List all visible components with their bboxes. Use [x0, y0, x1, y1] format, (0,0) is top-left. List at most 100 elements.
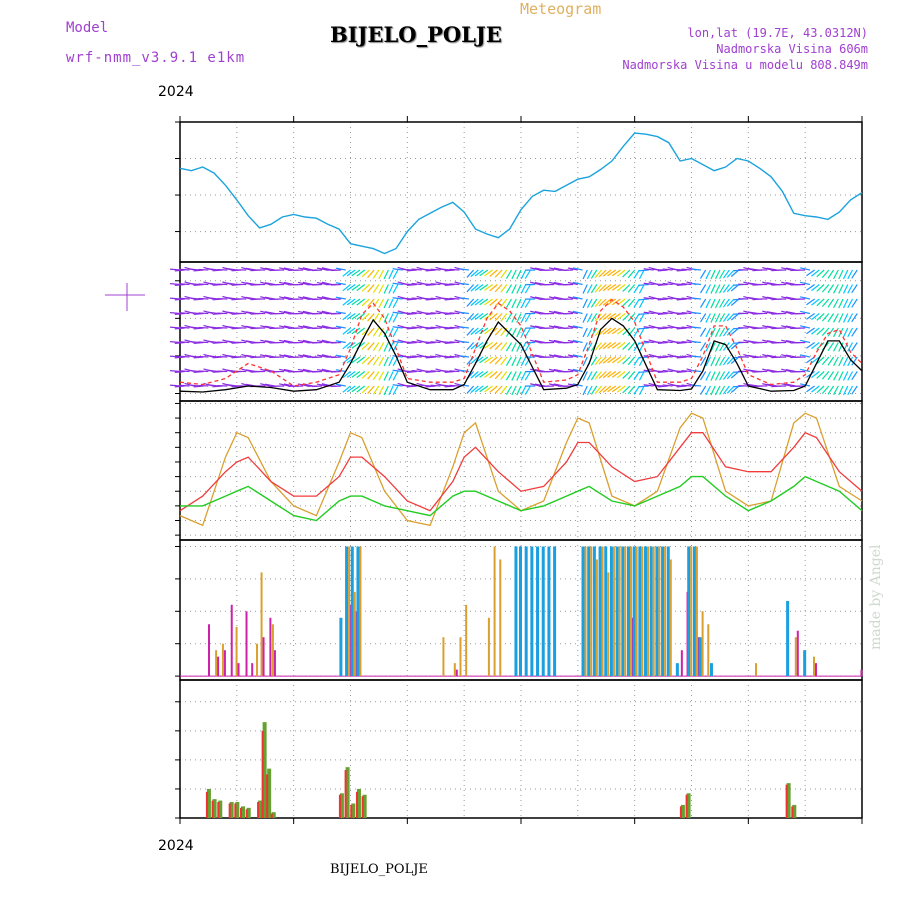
- precip-total-bar: [351, 803, 356, 818]
- wind-arrow: [479, 298, 489, 306]
- wind-arrow: [662, 384, 673, 387]
- wind-arrow: [800, 267, 811, 271]
- wind-arrow: [806, 284, 815, 291]
- wind-arrow: [283, 354, 294, 358]
- wind-arrow: [388, 327, 394, 338]
- wind-arrow: [402, 312, 413, 315]
- wind-arrow: [598, 342, 607, 350]
- wind-arrow: [331, 269, 342, 272]
- wind-arrow: [245, 296, 256, 300]
- cloud-high-bar: [345, 546, 349, 677]
- wind-arrow: [722, 385, 730, 395]
- wind-arrow: [411, 369, 422, 373]
- model-elevation-label: Nadmorska Visina u modelu 808.849m: [622, 58, 868, 72]
- wind-arrow: [710, 298, 716, 309]
- wind-arrow: [548, 281, 560, 286]
- cloud-mid-bar: [260, 572, 263, 677]
- wind-arrow: [851, 313, 858, 323]
- wind-arrow: [699, 385, 707, 395]
- wind-arrow: [643, 297, 654, 300]
- wind-arrow: [681, 341, 692, 344]
- cloud-low-bar: [262, 637, 265, 677]
- wind-arrow: [816, 327, 825, 336]
- wind-arrow: [458, 268, 469, 271]
- wind-arrow: [653, 355, 664, 358]
- wind-arrow: [439, 369, 451, 373]
- wind-arrow: [392, 284, 399, 294]
- wind-arrow: [342, 371, 351, 379]
- wind-arrow: [439, 311, 451, 315]
- wind-arrow: [449, 268, 460, 271]
- wind-arrow: [260, 383, 271, 387]
- wind-arrow: [458, 384, 469, 387]
- wind-arrow: [449, 355, 460, 358]
- wind-arrow: [479, 313, 489, 320]
- wind-arrow: [622, 356, 631, 365]
- wind-arrow: [657, 356, 668, 359]
- wind-arrow: [785, 354, 796, 358]
- wind-arrow: [766, 369, 777, 373]
- wind-arrow: [722, 371, 730, 380]
- wind-arrow: [169, 370, 181, 373]
- wind-arrow: [747, 354, 758, 358]
- wind-arrow: [179, 297, 190, 300]
- wind-arrow: [383, 269, 389, 280]
- wind-arrow: [226, 282, 237, 286]
- wind-arrow: [489, 342, 498, 350]
- wind-arrow: [710, 327, 716, 338]
- wind-arrow: [572, 310, 583, 315]
- precip-total-bar: [792, 804, 797, 818]
- wind-arrow: [714, 327, 721, 338]
- wind-arrow: [342, 298, 351, 306]
- wind-arrow: [616, 327, 626, 335]
- wind-arrow: [169, 283, 181, 286]
- wind-arrow: [524, 313, 531, 323]
- wind-arrow: [607, 385, 617, 393]
- wind-arrow: [827, 269, 835, 279]
- dewpt-line: [180, 475, 863, 522]
- wind-arrow: [676, 283, 687, 286]
- wind-arrow: [643, 384, 654, 387]
- wind-arrow: [524, 284, 531, 294]
- wind-arrow: [207, 268, 218, 271]
- day-label-top: 1JUN: [0, 0, 17, 4]
- cloud-mid-bar: [664, 546, 667, 677]
- wind-arrow: [316, 339, 327, 344]
- cloud-mid-bar: [584, 546, 587, 677]
- wind-arrow: [833, 356, 839, 367]
- wind-arrow: [494, 327, 503, 336]
- wind-arrow: [297, 310, 309, 315]
- wind-arrow: [722, 284, 730, 293]
- wind-arrow: [730, 327, 740, 335]
- wind-arrow: [816, 284, 825, 292]
- wind-arrow: [520, 284, 527, 294]
- wind-arrow: [169, 341, 181, 344]
- cloud-mid-bar: [707, 624, 710, 677]
- wind-arrow: [479, 371, 489, 378]
- wind-arrow: [633, 342, 640, 352]
- cloud-mid-bar: [618, 546, 621, 677]
- wind-arrow: [657, 298, 668, 301]
- wind-arrow: [594, 298, 602, 308]
- wind-arrow: [530, 281, 541, 286]
- cloud-low-bar: [680, 650, 683, 677]
- wind-arrow: [402, 355, 413, 358]
- wind-arrow: [582, 356, 588, 367]
- wind-arrow: [207, 369, 218, 373]
- wind-arrow: [392, 268, 403, 271]
- day-label-bottom: 29MAY: [0, 0, 24, 4]
- cloud-mid-bar: [812, 656, 815, 677]
- wind-arrow: [500, 356, 508, 366]
- wind-arrow: [719, 327, 726, 337]
- wind-arrow: [169, 312, 181, 315]
- wind-arrow: [611, 269, 621, 277]
- wind-arrow: [638, 356, 649, 359]
- wind-arrow: [833, 342, 839, 352]
- wind-arrow: [494, 356, 503, 365]
- wind-arrow: [474, 327, 484, 335]
- wind-arrow: [690, 268, 702, 271]
- wind-arrow: [406, 327, 417, 330]
- wind-arrow: [264, 340, 275, 344]
- cloud-high-bar: [541, 546, 545, 677]
- wind-arrow: [356, 284, 366, 292]
